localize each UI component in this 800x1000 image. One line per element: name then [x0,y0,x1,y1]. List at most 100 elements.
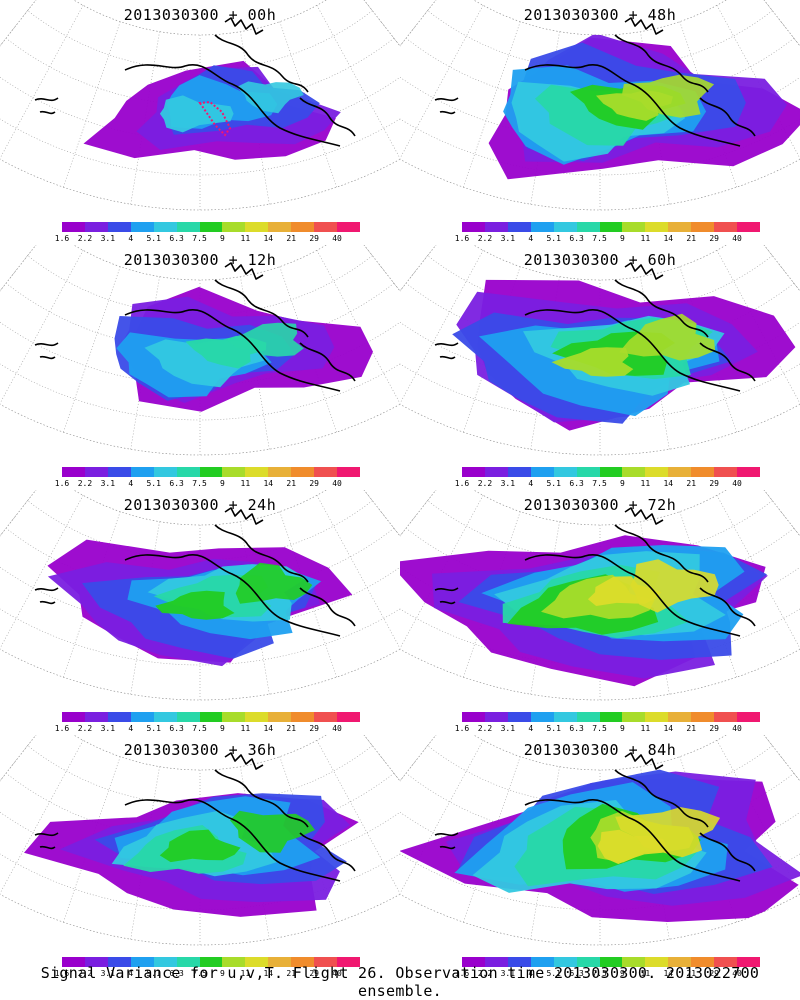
colorbar-swatch [268,957,292,967]
colorbar-label: 9 [220,969,225,978]
contour-band [159,95,234,133]
colorbar-label: 1.6 [54,234,70,243]
colorbar-swatch [553,712,577,722]
variance-field [452,279,796,431]
colorbar-label: 14 [663,969,674,978]
colorbar-label: 11 [640,479,651,488]
coastline [34,752,356,882]
colorbar-swatch [337,712,360,722]
map-panel: 2013030300 + 00h 1.6 2.2 3.1 4 5.1 6.3 7.5 9 11 14… [0,0,400,245]
colorbar-label: 6.3 [169,234,184,243]
colorbar-swatch [199,467,223,477]
coastline [34,262,356,392]
colorbar-swatch [62,467,85,477]
colorbar-label: 1.6 [454,234,470,243]
contour-band [615,807,721,858]
colorbar-label: 11 [240,234,251,243]
colorbar-swatch [62,222,85,232]
colorbar-label: 6.3 [569,479,584,488]
colorbar-label: 21 [286,724,297,733]
colorbar-swatch [291,222,315,232]
colorbar-swatch [153,957,177,967]
colorbar-label: 4 [128,479,134,488]
colorbar-label: 29 [309,724,319,733]
colorbar-label: 2.2 [477,479,493,488]
variance-field [488,33,800,180]
colorbar-swatch [691,467,715,477]
contour-band [230,810,315,853]
colorbar-label: 2.2 [77,969,93,978]
colorbar: 1.6 2.2 3.1 4 5.1 6.3 7.5 9 11 14 21 29 40 [55,467,360,491]
colorbar: 1.6 2.2 3.1 4 5.1 6.3 7.5 9 11 14 21 29 40 [455,467,760,491]
colorbar-swatch [714,467,738,477]
colorbar-label: 4 [528,234,534,243]
colorbar-swatch [576,467,600,477]
colorbar-swatch [645,712,669,722]
colorbar-swatch [507,467,531,477]
colorbar-label: 1.6 [454,479,470,488]
colorbar-swatch [268,467,292,477]
contour-band [159,829,241,863]
colorbar-label: 29 [709,724,719,733]
coastline [34,507,356,637]
colorbar-label: 11 [240,724,251,733]
colorbar-label: 40 [732,969,742,978]
colorbar-swatch [153,712,177,722]
colorbar-swatch [714,957,738,967]
colorbar-swatch [599,957,623,967]
colorbar-swatch [84,957,108,967]
colorbar-label: 1.6 [54,969,70,978]
colorbar-label: 21 [686,969,697,978]
colorbar-label: 14 [263,479,274,488]
colorbar: 1.6 2.2 3.1 4 5.1 6.3 7.5 9 11 14 21 29 40 [55,957,360,981]
panel-title: 2013030300 + 36h [123,741,277,759]
panel-title: 2013030300 + 48h [523,6,677,24]
colorbar-swatch [107,957,131,967]
contour-band [551,347,634,377]
colorbar-swatch [668,222,692,232]
colorbar-label: 21 [286,479,297,488]
colorbar-swatch [691,222,715,232]
colorbar-swatch [484,222,508,232]
colorbar: 1.6 2.2 3.1 4 5.1 6.3 7.5 9 11 14 21 29 40 [455,712,760,736]
variance-field [83,60,341,160]
colorbar-swatch [84,222,108,232]
coastline [434,262,756,392]
colorbar-label: 3.1 [500,969,516,978]
colorbar-swatch [599,222,623,232]
map-panel: 2013030300 + 84h 1.6 2.2 3.1 4 5.1 6.3 7.5 9 11 14… [400,735,800,980]
colorbar-label: 1.6 [454,969,470,978]
colorbar-label: 40 [732,234,742,243]
colorbar-swatch [176,467,200,477]
colorbar-swatch [337,467,360,477]
colorbar-label: 4 [528,969,534,978]
colorbar-swatch [530,222,554,232]
colorbar-label: 2.2 [477,234,493,243]
colorbar-label: 9 [220,479,225,488]
colorbar-swatch [84,712,108,722]
colorbar-swatch [84,467,108,477]
polar-map [0,245,400,456]
colorbar-label: 21 [686,234,697,243]
colorbar-label: 14 [663,479,674,488]
colorbar-label: 7.5 [192,969,207,978]
map-panel: 2013030300 + 12h 1.6 2.2 3.1 4 5.1 6.3 7.5 9 11 14… [0,245,400,490]
colorbar-label: 14 [263,234,274,243]
colorbar-swatch [462,957,485,967]
colorbar-swatch [176,957,200,967]
variance-field [400,769,800,922]
colorbar-swatch [737,222,760,232]
panel-title: 2013030300 + 72h [523,496,677,514]
colorbar-swatch [484,712,508,722]
contour-band [630,559,719,613]
figure-caption: Signal Variance for u,v,T. Flight 26. Ob… [40,964,760,1000]
colorbar-swatch [553,467,577,477]
colorbar-label: 4 [128,234,134,243]
colorbar-label: 29 [709,969,719,978]
panel-title: 2013030300 + 12h [123,251,277,269]
colorbar-swatch [691,712,715,722]
colorbar-swatch [130,712,154,722]
panel-title: 2013030300 + 84h [523,741,677,759]
colorbar-label: 1.6 [54,724,70,733]
colorbar-label: 29 [309,479,319,488]
